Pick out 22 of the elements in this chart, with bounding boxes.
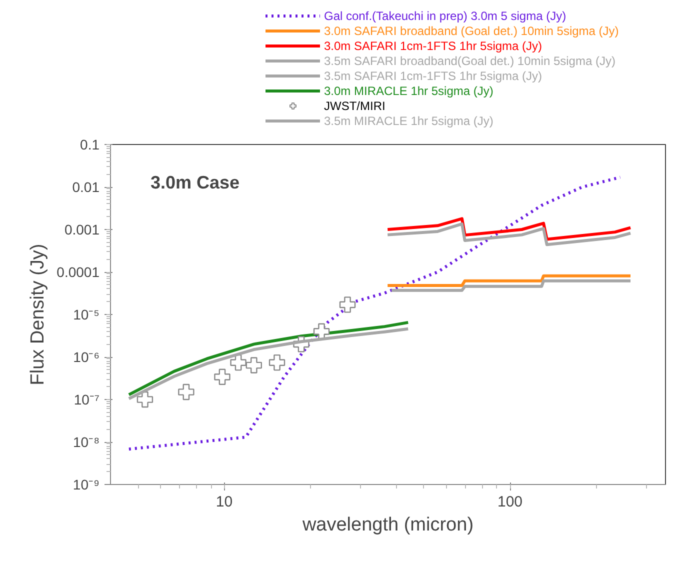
x-tick-label: 100 [498,494,523,510]
legend-label: 3.0m SAFARI broadband (Goal det.) 10min 5sigma (Jy) [324,23,619,38]
y-tick-label: 0.0001 [56,264,100,280]
legend-label: 3.5m SAFARI 1cm-1FTS 1hr 5sigma (Jy) [324,68,542,83]
legend-label: 3.5m SAFARI broadband(Goal det.) 10min 5sigma (Jy) [324,53,616,68]
y-tick-label: 10⁻⁸ [73,434,100,450]
y-tick-label: 0.1 [80,136,100,152]
y-tick-label: 0.001 [64,222,100,238]
y-axis-title: Flux Density (Jy) [28,244,49,386]
y-tick-label: 10⁻⁶ [73,349,100,365]
y-tick-label: 10⁻⁵ [73,306,100,322]
y-tick-label: 10⁻⁷ [74,392,100,408]
y-tick-label: 0.01 [72,179,100,195]
x-tick-label: 10 [216,494,233,510]
y-tick-label: 10⁻⁹ [72,476,100,492]
legend-label: 3.0m SAFARI 1cm-1FTS 1hr 5sigma (Jy) [324,38,542,53]
legend-label: 3.0m MIRACLE 1hr 5sigma (Jy) [324,83,494,98]
x-axis-title: wavelength (micron) [301,514,474,536]
annotation: 3.0m Case [150,172,240,192]
legend-label: JWST/MIRI [324,98,386,113]
legend-label: Gal conf.(Takeuchi in prep) 3.0m 5 sigma (Jy) [324,8,566,23]
legend-label: 3.5m MIRACLE 1hr 5sigma (Jy) [324,113,494,128]
